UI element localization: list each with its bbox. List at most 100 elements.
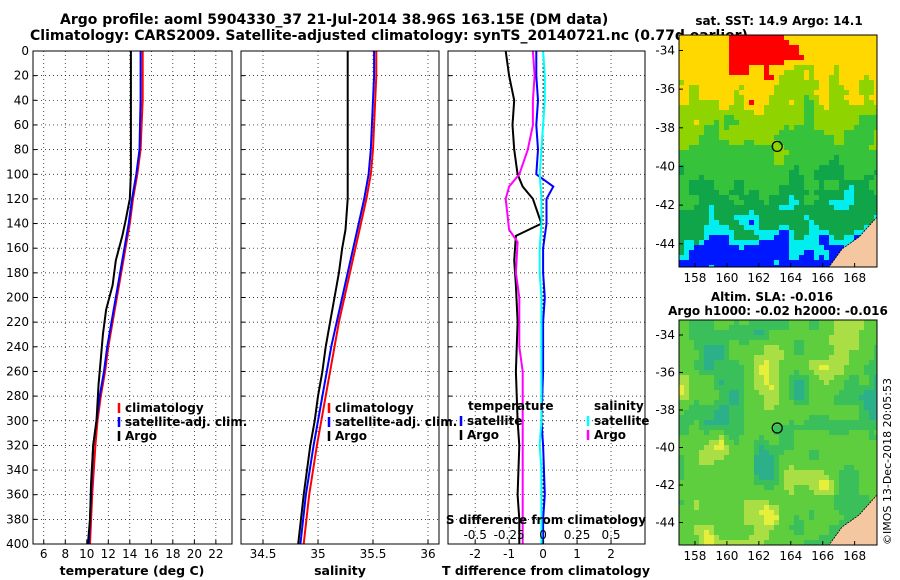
ytick-label: 320	[6, 438, 29, 452]
xtick-label: -1	[503, 547, 515, 561]
xtick-label: 34.5	[250, 547, 277, 561]
xtick-label-salinity-diff: 0.25	[564, 528, 591, 542]
ytick-label: 180	[6, 266, 29, 280]
ytick-label: 340	[6, 463, 29, 477]
xtick-label: 6	[40, 547, 48, 561]
map-ytick-label: -38	[655, 403, 675, 417]
xtick-label: 10	[79, 547, 94, 561]
map-xtick-label: 166	[811, 271, 834, 285]
sst-map-field	[679, 35, 877, 267]
map-ytick-label: -36	[655, 366, 675, 380]
ytick-label: 20	[14, 69, 29, 83]
xtick-label-salinity-diff: 0.5	[601, 528, 620, 542]
difference-axes-frame	[447, 50, 646, 545]
sla-map-frame	[678, 319, 878, 546]
ytick-label: 380	[6, 512, 29, 526]
map-xtick-label: 166	[811, 549, 834, 563]
legend-label: satellite	[594, 414, 649, 428]
series-s-argo	[504, 51, 536, 544]
series-t-argo	[504, 51, 543, 544]
map-ytick-label: -44	[655, 516, 675, 530]
ytick-label: 60	[14, 118, 29, 132]
map-xtick-label: 162	[747, 271, 770, 285]
map-ytick-label: -44	[655, 237, 675, 251]
legend-label: Argo	[467, 428, 499, 442]
map-ytick-label: -38	[655, 121, 675, 135]
map-ytick-label: -36	[655, 82, 675, 96]
map-ytick-label: -40	[655, 441, 675, 455]
series-s-satellite	[538, 51, 546, 544]
map-xtick-label: 162	[747, 549, 770, 563]
xtick-label: 0	[539, 547, 547, 561]
map-ytick-label: -34	[655, 328, 675, 342]
sst-map-title: sat. SST: 14.9 Argo: 14.1	[695, 14, 862, 28]
ytick-label: 240	[6, 340, 29, 354]
legend-label: climatology	[335, 401, 414, 415]
xtick-label: 14	[122, 547, 137, 561]
legend-label: satellite	[467, 414, 522, 428]
ytick-label: 0	[21, 44, 29, 58]
xtick-label: 2	[607, 547, 615, 561]
legend-label: Argo	[335, 429, 367, 443]
sst-map-frame	[678, 34, 878, 268]
ytick-label: 100	[6, 167, 29, 181]
xtick-label-salinity-diff: -0.25	[494, 528, 525, 542]
legend-label: climatology	[125, 401, 204, 415]
ytick-label: 120	[6, 192, 29, 206]
map-xtick-label: 158	[684, 549, 707, 563]
series-satellite-adj-clim-	[87, 51, 142, 544]
map-xtick-label: 168	[843, 271, 866, 285]
xtick-label: 1	[573, 547, 581, 561]
series-argo	[86, 51, 132, 544]
xtick-label: 22	[208, 547, 223, 561]
xtick-label: 18	[165, 547, 180, 561]
map-xtick-label: 164	[779, 549, 802, 563]
xtick-label-salinity-diff: -0.5	[463, 528, 486, 542]
ytick-label: 40	[14, 93, 29, 107]
legend-label: satellite-adj. clim.	[335, 415, 457, 429]
ytick-label: 200	[6, 291, 29, 305]
map-ytick-label: -42	[655, 478, 675, 492]
x-axis-label-t-difference: T difference from climatology	[442, 563, 650, 578]
xtick-label: 36	[420, 547, 435, 561]
xtick-label: -2	[469, 547, 481, 561]
series-satellite-adj-clim-	[299, 51, 376, 544]
legend-label: Argo	[125, 429, 157, 443]
map-xtick-label: 164	[779, 271, 802, 285]
temperature-axes-frame	[32, 50, 233, 545]
x-axis-label-s-difference: S difference from climatology	[446, 513, 646, 527]
sla-map-subtitle: Argo h1000: -0.02 h2000: -0.016	[668, 304, 888, 318]
xtick-label: 16	[144, 547, 159, 561]
map-xtick-label: 168	[843, 549, 866, 563]
map-ytick-label: -40	[655, 159, 675, 173]
sla-map-title: Altim. SLA: -0.016	[711, 290, 833, 304]
xtick-label: 12	[101, 547, 116, 561]
xtick-label: 35	[310, 547, 325, 561]
map-xtick-label: 158	[684, 271, 707, 285]
sla-map-profile-marker	[771, 422, 783, 434]
series-t-satellite	[535, 51, 555, 544]
map-ytick-label: -34	[655, 43, 675, 57]
ytick-label: 140	[6, 217, 29, 231]
legend-label: Argo	[594, 428, 626, 442]
x-axis-label-temperature: temperature (deg C)	[60, 563, 205, 578]
chart-title-line2: Climatology: CARS2009. Satellite-adjuste…	[30, 28, 748, 44]
chart-title-line1: Argo profile: aoml 5904330_37 21-Jul-201…	[60, 12, 609, 28]
sst-map-profile-marker	[771, 140, 783, 152]
ytick-label: 260	[6, 364, 29, 378]
ytick-label: 400	[6, 537, 29, 551]
ytick-label: 220	[6, 315, 29, 329]
ytick-label: 280	[6, 389, 29, 403]
x-axis-label-salinity: salinity	[314, 563, 366, 578]
ytick-label: 80	[14, 143, 29, 157]
ytick-label: 300	[6, 414, 29, 428]
xtick-label: 35.5	[360, 547, 387, 561]
map-ytick-label: -42	[655, 198, 675, 212]
legend-label: satellite-adj. clim.	[125, 415, 247, 429]
xtick-label-salinity-diff: 0	[539, 528, 547, 542]
series-argo	[297, 51, 349, 544]
xtick-label: 8	[61, 547, 69, 561]
legend-title-salinity: salinity	[594, 399, 644, 413]
map-xtick-label: 160	[715, 549, 738, 563]
